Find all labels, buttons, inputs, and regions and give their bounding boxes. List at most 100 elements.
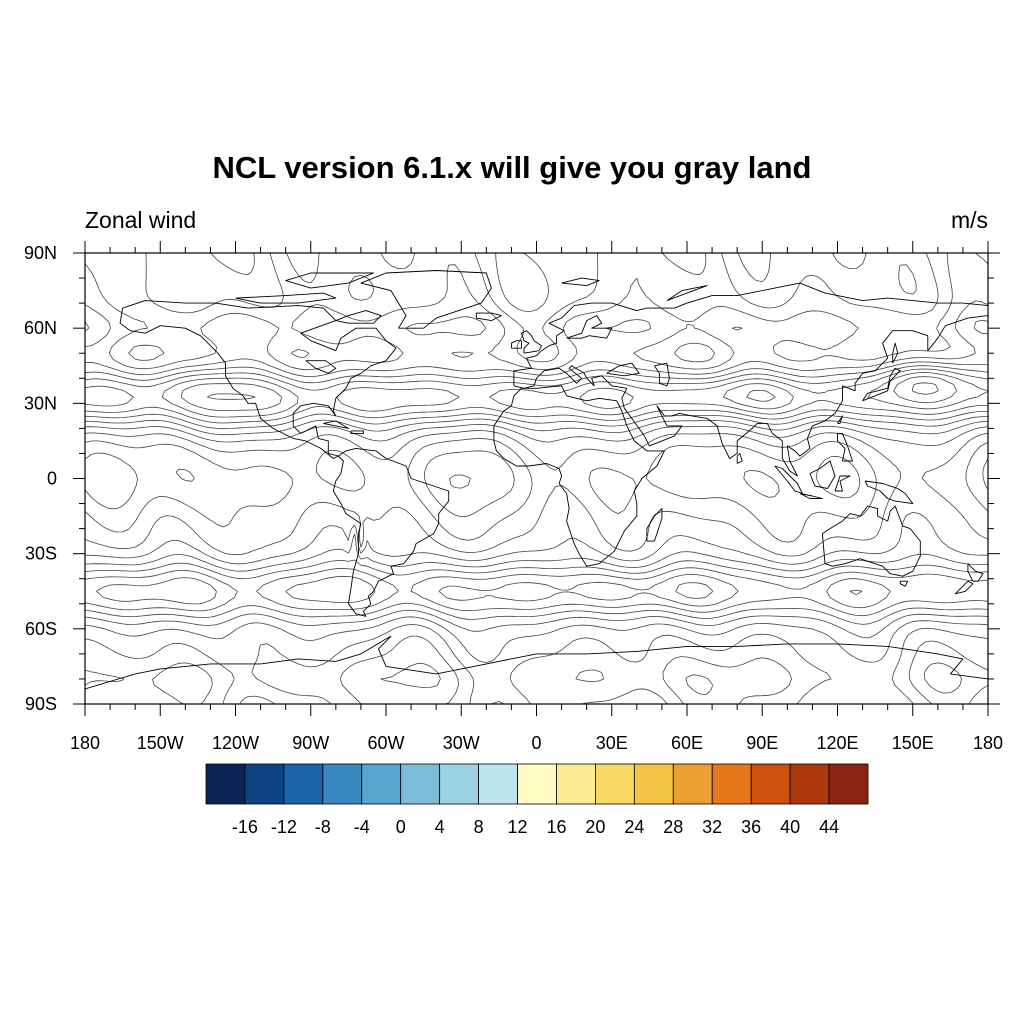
y-tick-label: 0 xyxy=(47,469,57,489)
x-tick-label: 30E xyxy=(596,733,628,753)
coastline xyxy=(821,505,921,577)
colorbar-box xyxy=(672,763,713,805)
colorbar-box xyxy=(205,763,246,805)
coastline xyxy=(513,282,988,477)
coastline xyxy=(561,277,600,287)
x-tick-label: 90W xyxy=(292,733,329,753)
colorbar-label: 0 xyxy=(396,817,406,837)
colorbar-label: 4 xyxy=(435,817,445,837)
coastline xyxy=(837,415,843,424)
x-tick-label: 0 xyxy=(531,733,541,753)
contour-line xyxy=(180,372,988,599)
coastline xyxy=(235,292,337,304)
colorbar-box xyxy=(711,763,752,805)
colorbar-box xyxy=(361,763,402,805)
coastline xyxy=(119,300,397,459)
x-tick-label: 150E xyxy=(892,733,934,753)
colorbar-label: 28 xyxy=(663,817,683,837)
coastline xyxy=(521,330,542,354)
x-tick-label: 30W xyxy=(443,733,480,753)
colorbar-label: 32 xyxy=(702,817,722,837)
coastline xyxy=(666,285,708,302)
coastline xyxy=(837,432,853,462)
colorbar-box xyxy=(828,763,869,805)
coastline xyxy=(493,385,665,567)
contour-line xyxy=(449,474,471,489)
x-tick-label: 60E xyxy=(671,733,703,753)
y-tick-label: 90S xyxy=(25,694,57,714)
colorbar-label: 20 xyxy=(585,817,605,837)
contour-line xyxy=(85,253,988,704)
coastline xyxy=(332,447,450,617)
x-tick-label: 150W xyxy=(137,733,184,753)
coastline xyxy=(646,508,663,542)
contour-line xyxy=(85,253,988,704)
colorbar-label: -16 xyxy=(232,817,258,837)
coastlines xyxy=(85,270,988,690)
coastline xyxy=(305,360,337,374)
colorbar-label: -8 xyxy=(315,817,331,837)
coastline xyxy=(475,312,502,322)
colorbar-box xyxy=(789,763,830,805)
axis-ticks xyxy=(73,241,1000,716)
colorbar-box xyxy=(439,763,479,805)
coastline xyxy=(85,635,988,690)
x-tick-label: 180 xyxy=(70,733,100,753)
coastline xyxy=(350,430,364,434)
x-tick-label: 60W xyxy=(367,733,404,753)
colorbar-label: 8 xyxy=(474,817,484,837)
coastline xyxy=(967,563,984,582)
contour-line xyxy=(85,450,988,695)
colorbar-label: 36 xyxy=(741,817,761,837)
coastline xyxy=(323,420,349,429)
y-tick-label: 60N xyxy=(24,318,57,338)
contour-line xyxy=(85,368,988,609)
colorbar-label: 40 xyxy=(780,817,800,837)
colorbar-box xyxy=(322,763,363,805)
longitude-tick-labels: 180 150W 120W 90W 60W 30W 0 30E 60E 90E 120E 150E 18… xyxy=(70,733,1003,753)
coastline xyxy=(834,475,851,492)
coastline xyxy=(654,362,670,387)
colorbar: -16 -12 -8 -4 0 4 8 12 16 20 24 28 32 36 40 44 xyxy=(205,763,869,837)
colorbar-box xyxy=(244,763,285,805)
contour-lines xyxy=(85,253,988,704)
coastline xyxy=(736,452,743,464)
coastline xyxy=(606,362,640,377)
coastline xyxy=(799,493,823,499)
colorbar-box xyxy=(750,763,791,805)
y-tick-label: 30N xyxy=(24,393,57,413)
coastline xyxy=(566,315,613,339)
colorbar-label: -12 xyxy=(271,817,297,837)
x-tick-label: 180 xyxy=(973,733,1003,753)
contour-line xyxy=(207,376,958,404)
units-label: m/s xyxy=(950,207,988,233)
coastline xyxy=(774,465,803,494)
coastline xyxy=(510,340,522,349)
x-tick-label: 120E xyxy=(816,733,858,753)
colorbar-label: 44 xyxy=(819,817,839,837)
colorbar-box xyxy=(478,763,518,805)
variable-label: Zonal wind xyxy=(85,207,197,233)
colorbar-label: 24 xyxy=(624,817,644,837)
y-tick-label: 30S xyxy=(25,544,57,564)
contour-line xyxy=(911,382,939,395)
y-tick-label: 60S xyxy=(25,619,57,639)
x-tick-label: 120W xyxy=(212,733,259,753)
colorbar-label: 16 xyxy=(546,817,566,837)
plot-title: NCL version 6.1.x will give you gray lan… xyxy=(212,150,812,185)
coastline xyxy=(335,310,382,324)
latitude-tick-labels: 90N 60N 30N 0 30S 60S 90S xyxy=(24,243,57,714)
colorbar-label: -4 xyxy=(354,817,370,837)
y-tick-label: 90N xyxy=(24,243,57,263)
contour-line xyxy=(85,253,988,704)
colorbar-box xyxy=(517,763,557,805)
colorbar-box xyxy=(283,763,324,805)
colorbar-label: 12 xyxy=(507,817,527,837)
coastline xyxy=(809,460,836,489)
colorbar-box xyxy=(633,763,674,805)
coastline xyxy=(285,272,374,289)
colorbar-box xyxy=(595,763,635,805)
coastline xyxy=(864,480,914,505)
x-tick-label: 90E xyxy=(746,733,778,753)
